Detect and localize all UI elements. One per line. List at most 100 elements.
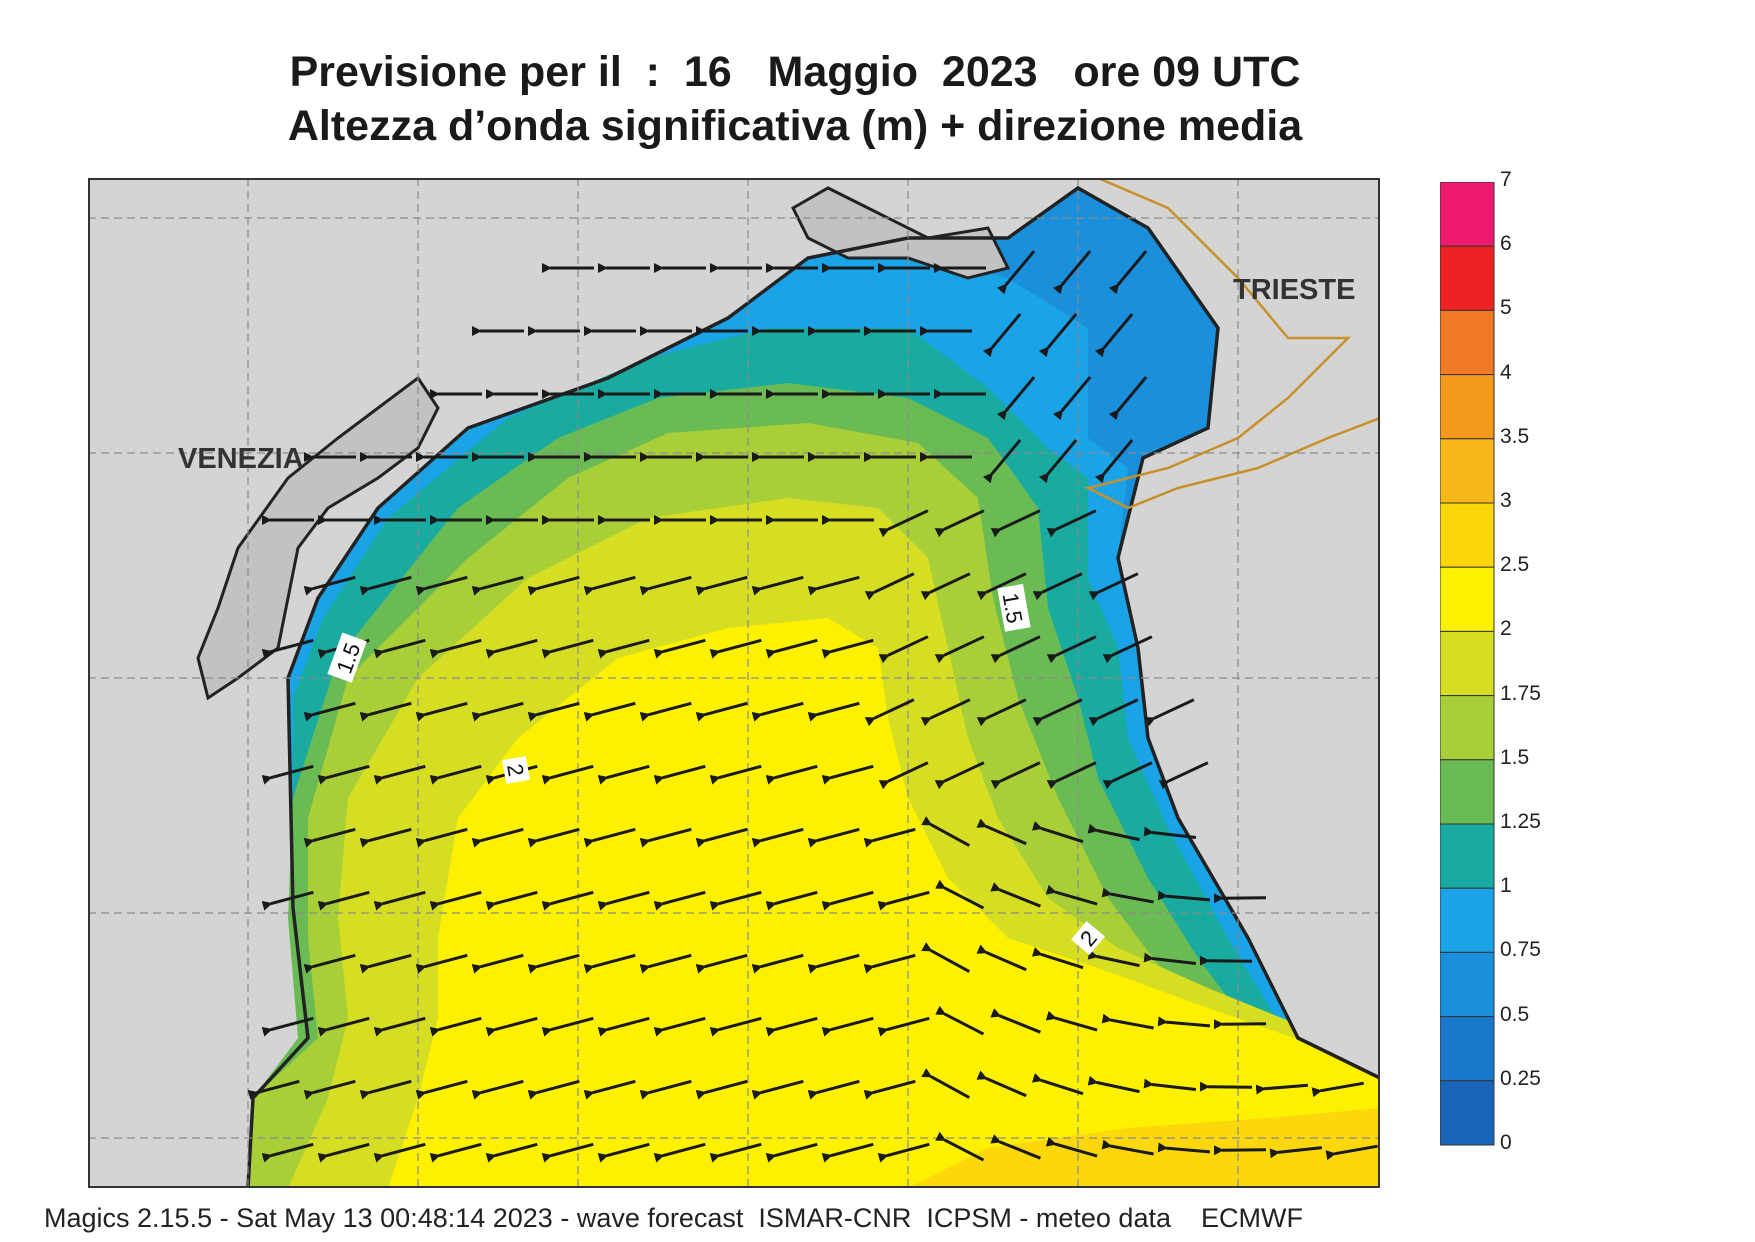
colorbar-swatch — [1440, 695, 1495, 761]
colorbar-swatch — [1440, 823, 1495, 889]
colorbar-swatch — [1440, 182, 1495, 247]
direction-arrow — [695, 1079, 748, 1100]
direction-arrow — [1144, 698, 1195, 727]
colorbar-swatch — [1440, 245, 1495, 311]
direction-arrow — [1045, 884, 1098, 906]
direction-arrow — [527, 953, 580, 974]
colorbar-tick-label: 1.25 — [1500, 810, 1541, 833]
direction-arrow — [639, 1079, 692, 1100]
direction-arrow — [1108, 250, 1148, 295]
direction-arrow — [821, 1016, 874, 1037]
direction-arrow — [415, 1079, 468, 1100]
direction-arrow — [415, 827, 468, 848]
direction-arrow — [359, 701, 412, 722]
direction-arrow — [765, 1142, 818, 1163]
direction-arrow — [877, 1016, 930, 1037]
direction-arrow — [1269, 1146, 1323, 1159]
direction-arrow — [695, 827, 748, 848]
direction-arrow — [1045, 1010, 1098, 1032]
direction-arrow — [583, 701, 636, 722]
place-label-venezia: VENEZIA — [178, 443, 304, 475]
direction-arrow — [541, 1142, 594, 1163]
colorbar-swatch — [1440, 759, 1495, 825]
direction-arrow — [1032, 698, 1083, 727]
direction-arrow — [303, 827, 356, 848]
direction-arrow — [807, 1079, 860, 1100]
direction-arrow — [639, 701, 692, 722]
direction-arrow — [541, 1016, 594, 1037]
direction-arrow — [359, 1079, 412, 1100]
colorbar-swatch — [1440, 566, 1495, 632]
direction-arrow — [990, 509, 1041, 538]
colorbar-swatch — [1440, 309, 1495, 376]
direction-arrow — [807, 575, 860, 596]
direction-arrow — [821, 638, 874, 659]
direction-arrow — [597, 638, 650, 659]
direction-arrow — [709, 890, 762, 911]
direction-arrow — [807, 701, 860, 722]
direction-arrow — [878, 761, 929, 790]
direction-arrow — [935, 1005, 985, 1036]
direction-arrow — [1325, 1144, 1378, 1161]
direction-arrow — [1052, 250, 1092, 295]
direction-arrow — [765, 1016, 818, 1037]
footer-credits: Magics 2.15.5 - Sat May 13 00:48:14 2023… — [44, 1203, 1303, 1233]
direction-arrow — [976, 572, 1027, 601]
colorbar-tick-label: 1.5 — [1500, 745, 1530, 769]
direction-arrow — [359, 827, 412, 848]
direction-arrow — [1143, 952, 1197, 965]
direction-arrow — [261, 1016, 314, 1037]
direction-arrow — [976, 944, 1027, 972]
colorbar — [1440, 182, 1495, 1146]
direction-arrow — [1101, 887, 1154, 904]
direction-arrow — [359, 953, 412, 974]
direction-arrow — [1038, 439, 1078, 484]
direction-arrow — [485, 638, 538, 659]
direction-arrow — [751, 1079, 804, 1100]
direction-arrow — [583, 827, 636, 848]
direction-arrow — [1087, 949, 1140, 968]
direction-arrow — [653, 764, 706, 785]
direction-arrow — [1094, 313, 1134, 358]
direction-arrow — [303, 1079, 356, 1100]
direction-arrow — [303, 575, 356, 596]
direction-arrow — [921, 1068, 971, 1099]
direction-arrow — [765, 638, 818, 659]
direction-arrow — [1032, 572, 1083, 601]
direction-arrow — [485, 1142, 538, 1163]
direction-arrow — [996, 250, 1036, 295]
direction-arrow — [527, 575, 580, 596]
direction-arrow — [935, 1131, 985, 1162]
direction-arrow — [1052, 376, 1092, 421]
colorbar-tick-label: 7 — [1500, 168, 1512, 191]
colorbar-tick-label: 0 — [1500, 1131, 1512, 1154]
direction-arrow — [1094, 439, 1134, 484]
direction-arrow — [709, 1016, 762, 1037]
colorbar-swatch — [1440, 502, 1495, 568]
direction-arrow — [863, 1079, 916, 1100]
direction-arrow — [597, 764, 650, 785]
direction-arrow — [996, 376, 1036, 421]
direction-arrow — [1088, 572, 1139, 601]
direction-arrow — [877, 890, 930, 911]
sea-band-3 — [908, 1108, 1380, 1188]
direction-arrow — [583, 575, 636, 596]
colorbar-swatch — [1440, 951, 1495, 1018]
direction-arrow — [863, 953, 916, 974]
direction-arrow — [807, 953, 860, 974]
contour-label-text-3: 2 — [502, 762, 529, 778]
wave-direction-arrows — [247, 250, 1378, 1163]
direction-arrow — [429, 890, 482, 911]
direction-arrow — [317, 890, 370, 911]
direction-arrow — [921, 942, 971, 973]
direction-arrow — [527, 1079, 580, 1100]
direction-arrow — [709, 1142, 762, 1163]
colorbar-tick-label: 2 — [1500, 617, 1512, 641]
direction-arrow — [877, 1142, 930, 1163]
direction-arrow — [1311, 1081, 1364, 1098]
direction-arrow — [709, 764, 762, 785]
direction-arrow — [990, 882, 1041, 908]
direction-arrow — [471, 953, 524, 974]
direction-arrow — [373, 638, 426, 659]
colorbar-tick-label: 1.75 — [1500, 681, 1541, 705]
